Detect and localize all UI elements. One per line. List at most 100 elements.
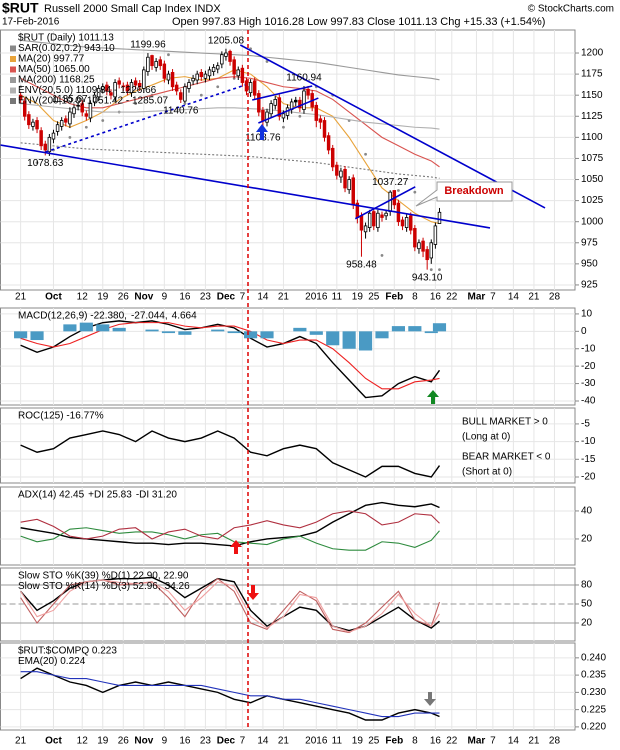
plot-area: [20, 667, 440, 721]
y-tick-label: -20: [581, 472, 596, 483]
y-tick-label: 0.220: [581, 722, 606, 733]
x-tick-label: 7: [490, 292, 496, 303]
candle-body: [425, 249, 429, 261]
x-tick-label: 19: [352, 292, 364, 303]
x-tick-label: 23: [200, 736, 212, 747]
legend-swatch: [10, 66, 16, 73]
panel-frame: [0, 407, 576, 484]
trend-line: [0, 144, 491, 229]
candle-body: [121, 85, 126, 88]
candle-body: [384, 212, 388, 217]
x-tick-label: Nov: [134, 736, 153, 747]
candle-body: [257, 93, 261, 113]
legend-entry: EMA(20) 0.224: [18, 656, 86, 667]
candle-body: [92, 94, 97, 103]
legend-entry: Slow STO %K(14) %D(3) 52.96,: [18, 581, 161, 592]
candle-body: [96, 88, 101, 98]
candle-body: [380, 214, 384, 218]
legend-entry: 4.664: [172, 311, 197, 322]
candle-body: [179, 92, 183, 100]
x-tick-label: 16: [430, 736, 442, 747]
candle-body: [437, 211, 442, 224]
x-tick-label: Mar: [468, 736, 486, 747]
sar-dot: [167, 53, 170, 57]
sar-dot: [68, 135, 72, 139]
price-label: 1205.08: [208, 35, 245, 46]
legend-entry: MA(50) 1065.00: [18, 64, 90, 75]
histogram-bar: [79, 322, 93, 332]
series-line: [20, 667, 440, 721]
x-tick-label: 9: [162, 736, 168, 747]
sar-dot: [199, 93, 203, 97]
series-line: [20, 142, 440, 179]
candle-body: [244, 80, 249, 92]
down-arrow: [247, 585, 259, 600]
sar-dot: [413, 190, 417, 194]
candle-body: [322, 120, 327, 138]
panel-frame: [0, 29, 576, 291]
candle-body: [109, 92, 113, 96]
legend-entry: MACD(12,26,9) -22.380,: [18, 311, 127, 322]
y-tick-label: -15: [581, 454, 596, 465]
y-tick-label: 1100: [581, 132, 603, 143]
candle-body: [298, 99, 302, 109]
trend-line: [252, 85, 313, 101]
candle-body: [359, 215, 364, 231]
x-tick-label: 19: [97, 292, 109, 303]
x-tick-label: 22: [446, 292, 458, 303]
y-tick-label: 925: [581, 280, 598, 291]
candle-body: [220, 54, 224, 65]
y-tick-label: 0.240: [581, 652, 606, 663]
x-tick-label: 14: [508, 736, 520, 747]
x-tick-label: 14: [508, 292, 520, 303]
up-arrow: [427, 390, 439, 404]
candle-body: [228, 50, 232, 62]
histogram-bar: [112, 327, 126, 332]
x-tick-label: 21: [278, 736, 290, 747]
y-tick-label: -5: [581, 419, 590, 430]
candle-body: [273, 99, 277, 106]
legend-entry: ENV(200,10.0) 1051.42 - 1285.07: [18, 96, 169, 107]
chart-subtitle: Russell 2000 Small Cap Index INDX: [44, 3, 221, 15]
note: BULL MARKET > 0: [462, 417, 548, 428]
legend-entry: ADX(14) 42.45: [18, 490, 85, 501]
x-tick-label: 26: [118, 736, 130, 747]
candle-body: [417, 242, 421, 250]
y-tick-label: 1200: [581, 48, 604, 59]
x-tick-label: 12: [77, 292, 89, 303]
x-tick-label: Oct: [45, 736, 62, 747]
callout-text: Breakdown: [444, 185, 504, 197]
candle-body: [224, 52, 228, 57]
x-tick-label: Nov: [134, 292, 153, 303]
sar-dot: [216, 85, 220, 89]
credit: © StockCharts.com: [528, 4, 614, 15]
trend-line: [354, 186, 416, 220]
x-tick-label: 11: [332, 736, 343, 747]
candle-body: [174, 84, 179, 92]
candle-body: [388, 191, 392, 212]
histogram-bar: [408, 326, 422, 332]
series-line: [20, 527, 440, 551]
histogram-bar: [211, 329, 225, 332]
candle-body: [101, 86, 105, 90]
legend-swatch: [10, 45, 16, 52]
candle-body: [84, 113, 89, 117]
legend-entry: +DI 25.83: [88, 490, 132, 501]
legend-entry: -27.044,: [131, 311, 168, 322]
x-tick-label: 22: [446, 736, 458, 747]
chart-title: $RUT: [2, 0, 39, 16]
sar-dot: [380, 254, 384, 257]
price-label: 1140.76: [163, 106, 199, 117]
candle-body: [137, 82, 142, 88]
candle-body: [404, 217, 409, 228]
y-tick-label: 40: [581, 506, 593, 517]
sar-dot: [134, 102, 138, 106]
y-tick-label: 1025: [581, 195, 604, 206]
candle-body: [47, 136, 52, 153]
x-tick-label: 16: [430, 292, 442, 303]
candle-body: [166, 73, 171, 81]
chart-date: 17-Feb-2016: [2, 17, 60, 28]
x-tick-label: 19: [97, 736, 109, 747]
x-tick-label: 16: [179, 292, 191, 303]
